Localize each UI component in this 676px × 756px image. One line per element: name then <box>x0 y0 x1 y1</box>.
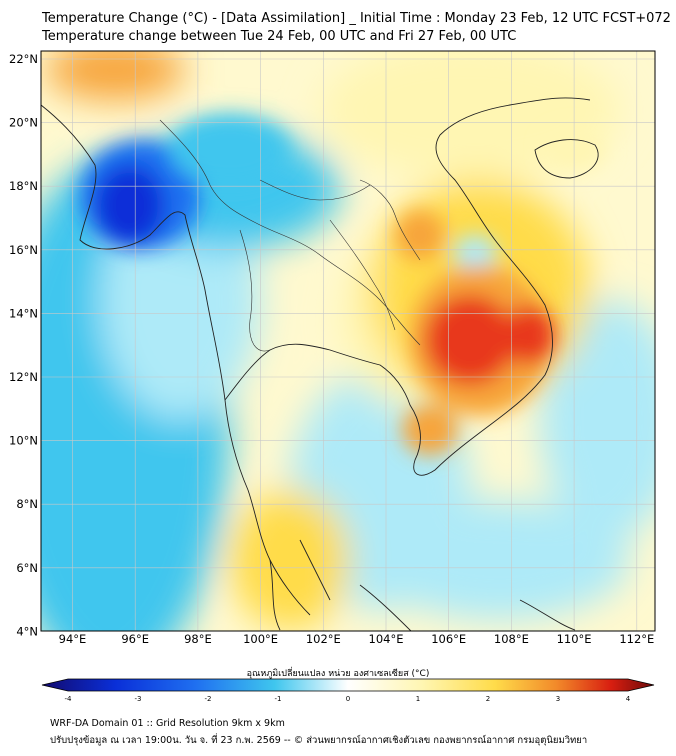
map-frame <box>40 50 656 632</box>
hot-core <box>425 295 515 385</box>
warm-area-malaysia <box>230 490 350 630</box>
longitude-labels: 94°E 96°E 98°E 100°E 102°E 104°E 106°E 1… <box>59 632 655 646</box>
colorbar-title: อุณหภูมิเปลี่ยนแปลง หน่วย องศาเซลเซียส (… <box>246 669 430 679</box>
lat-tick-label: 22°N <box>9 52 38 66</box>
map-title: Temperature Change (°C) - [Data Assimila… <box>42 11 671 26</box>
warm-spot-hainan <box>545 130 605 170</box>
hot-core-east <box>505 305 555 365</box>
lat-tick-label: 14°N <box>9 306 38 320</box>
lat-tick-label: 8°N <box>16 497 38 511</box>
lon-tick-label: 106°E <box>431 632 466 646</box>
cold-area-myanmar <box>170 115 290 185</box>
lat-tick-label: 20°N <box>9 116 38 130</box>
admin-borders <box>159 119 421 352</box>
colorbar-tick-label: -2 <box>205 695 212 703</box>
colorbar <box>41 678 655 692</box>
colorbar-tick-label: -3 <box>135 695 142 703</box>
colorbar-tick-label: -1 <box>275 695 282 703</box>
lat-tick-label: 18°N <box>9 179 38 193</box>
warm-spot-laos <box>395 210 445 260</box>
lon-tick-label: 104°E <box>369 632 404 646</box>
lon-tick-label: 110°E <box>557 632 592 646</box>
lat-tick-label: 6°N <box>16 561 38 575</box>
lon-tick-label: 94°E <box>59 632 87 646</box>
colorbar-tick-label: 4 <box>626 695 631 703</box>
cool-area-scs <box>540 300 655 540</box>
colorbar-tick-label: 3 <box>556 695 560 703</box>
colorbar-tick-label: 1 <box>416 695 420 703</box>
lon-tick-label: 102°E <box>306 632 341 646</box>
lat-tick-label: 16°N <box>9 243 38 257</box>
lon-tick-label: 108°E <box>494 632 529 646</box>
cold-core <box>95 165 165 245</box>
lon-tick-label: 100°E <box>243 632 278 646</box>
cool-area-scs-south <box>370 500 630 620</box>
lon-tick-label: 112°E <box>619 632 654 646</box>
colorbar-tick-label: 2 <box>486 695 490 703</box>
map-subtitle: Temperature change between Tue 24 Feb, 0… <box>42 29 517 44</box>
coastlines <box>41 97 599 631</box>
latitude-labels: 22°N 20°N 18°N 16°N 14°N 12°N 10°N 8°N 6… <box>9 52 38 638</box>
cool-spot-vietnam <box>453 235 497 271</box>
lat-tick-label: 12°N <box>9 370 38 384</box>
lon-tick-label: 98°E <box>184 632 212 646</box>
colorbar-tick-label: 0 <box>346 695 350 703</box>
lat-tick-label: 4°N <box>16 624 38 638</box>
lon-tick-label: 96°E <box>121 632 149 646</box>
lat-tick-label: 10°N <box>9 434 38 448</box>
update-credit: ปรับปรุงข้อมูล ณ เวลา 19:00น. วัน จ. ที่… <box>50 735 588 746</box>
temperature-field <box>41 51 655 631</box>
model-info: WRF-DA Domain 01 :: Grid Resolution 9km … <box>50 718 285 729</box>
hot-area-mekong <box>402 405 458 455</box>
colorbar-tick-label: -4 <box>65 695 73 703</box>
warm-area-northwest <box>45 51 185 100</box>
colorbar-ticks: -4 -3 -2 -1 0 1 2 3 4 <box>65 695 631 703</box>
